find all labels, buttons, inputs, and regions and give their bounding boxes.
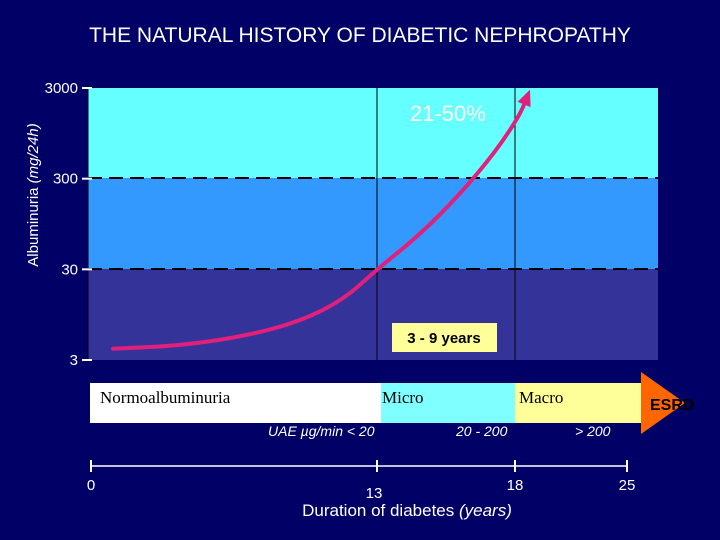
x-tick-label: 25 — [619, 477, 636, 494]
x-tick-label: 13 — [366, 485, 383, 502]
stage-label-normo: Normoalbuminuria — [100, 388, 231, 407]
x-axis-label-unit: (years) — [459, 501, 512, 520]
x-axis-label-text: Duration of diabetes — [302, 501, 454, 520]
y-tick-label: 300 — [53, 171, 78, 188]
progression-curve — [111, 93, 530, 351]
stage-bar-normo — [90, 383, 381, 423]
percent-annotation: 21-50% — [410, 101, 486, 126]
stage-bar-micro — [381, 383, 515, 423]
x-axis-label: Duration of diabetes (years) — [302, 501, 512, 520]
zone-micro — [88, 178, 658, 269]
x-ticks: 0 13 18 25 — [87, 460, 636, 502]
x-tick-label: 0 — [87, 477, 95, 494]
stage-label-micro: Micro — [382, 388, 424, 407]
years-annotation: 3 - 9 years — [407, 330, 480, 347]
y-ticks: 3000 300 30 3 — [45, 80, 92, 369]
years-annotation-box — [392, 323, 497, 352]
uae-macro: > 200 — [575, 423, 611, 439]
y-axis-label-text: Albuminuria — [25, 187, 42, 267]
curve-arrowhead — [517, 89, 531, 108]
uae-micro: 20 - 200 — [455, 423, 508, 439]
uae-normo: UAE µg/min < 20 — [268, 423, 375, 439]
y-tick-label: 3000 — [45, 80, 78, 97]
zone-macro — [88, 88, 658, 178]
y-tick-label: 3 — [70, 352, 78, 369]
chart-title: THE NATURAL HISTORY OF DIABETIC NEPHROPA… — [89, 24, 631, 47]
stage-bar-esrd-arrow — [641, 372, 685, 434]
y-axis-label-unit: (mg/24h) — [25, 123, 42, 183]
x-tick-label: 18 — [507, 477, 524, 494]
y-axis-label: Albuminuria (mg/24h) — [25, 123, 42, 266]
stage-bar-macro — [515, 383, 641, 423]
stage-label-macro: Macro — [519, 388, 563, 407]
stage-label-esrd: ESRD — [650, 397, 694, 414]
y-tick-label: 30 — [61, 261, 78, 278]
